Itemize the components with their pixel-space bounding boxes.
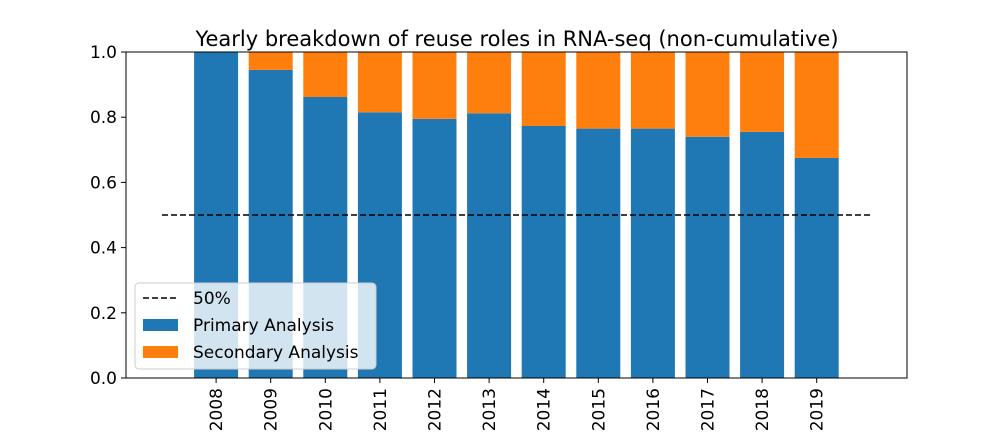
bar-primary-2019 bbox=[794, 157, 839, 378]
x-tick-label-2017: 2017 bbox=[699, 388, 719, 431]
y-tick-label: 0.6 bbox=[90, 173, 117, 193]
bar-secondary-2018 bbox=[740, 52, 785, 132]
x-tick-label-2015: 2015 bbox=[589, 388, 609, 431]
bar-primary-2015 bbox=[576, 128, 621, 378]
bar-primary-2014 bbox=[521, 126, 566, 378]
legend-entry-primary-label: Primary Analysis bbox=[193, 316, 334, 336]
legend: 50% Primary Analysis Secondary Analysis bbox=[134, 282, 377, 370]
y-tick-label: 0.0 bbox=[90, 369, 117, 389]
x-tick-label-2010: 2010 bbox=[316, 388, 336, 431]
bar-primary-2013 bbox=[467, 113, 512, 378]
legend-entry-primary-swatch bbox=[143, 319, 178, 331]
bar-primary-2016 bbox=[630, 128, 675, 378]
bar-secondary-2013 bbox=[467, 52, 512, 114]
plot-frame bbox=[125, 51, 908, 379]
x-tick-label-2016: 2016 bbox=[644, 388, 664, 431]
x-tick-label-2019: 2019 bbox=[808, 388, 828, 431]
y-tick-label: 0.8 bbox=[90, 108, 117, 128]
chart-title: Yearly breakdown of reuse roles in RNA-s… bbox=[194, 27, 838, 51]
legend-box bbox=[134, 282, 377, 370]
y-tick-label: 0.2 bbox=[90, 304, 117, 324]
bar-primary-2017 bbox=[685, 136, 730, 378]
x-tick-label-2013: 2013 bbox=[480, 388, 500, 431]
x-tick-label-2009: 2009 bbox=[262, 388, 282, 431]
bar-secondary-2017 bbox=[685, 52, 730, 137]
bar-secondary-2010 bbox=[303, 52, 348, 97]
x-axis: 2008 2009 2010 2011 2012 2013 2014 2015 2016 2017… bbox=[207, 378, 828, 431]
legend-entry-secondary-swatch bbox=[143, 346, 178, 358]
bar-primary-2018 bbox=[740, 131, 785, 378]
bar-secondary-2014 bbox=[521, 52, 566, 126]
y-axis: 0.0 0.2 0.4 0.6 0.8 1.0 bbox=[90, 43, 126, 389]
x-tick-label-2018: 2018 bbox=[753, 388, 773, 431]
bar-secondary-2015 bbox=[576, 52, 621, 129]
bar-secondary-2009 bbox=[248, 52, 293, 70]
bar-secondary-2011 bbox=[357, 52, 402, 113]
x-tick-label-2012: 2012 bbox=[426, 388, 446, 431]
bar-secondary-2019 bbox=[794, 52, 839, 158]
legend-entry-secondary-label: Secondary Analysis bbox=[193, 343, 359, 363]
x-tick-label-2014: 2014 bbox=[535, 388, 555, 431]
bar-secondary-2012 bbox=[412, 52, 457, 119]
y-tick-label: 1.0 bbox=[90, 43, 117, 63]
x-tick-label-2011: 2011 bbox=[371, 388, 391, 431]
legend-entry-50-label: 50% bbox=[193, 289, 231, 309]
bar-secondary-2016 bbox=[630, 52, 675, 129]
bars-group bbox=[194, 52, 839, 379]
y-tick-label: 0.4 bbox=[90, 239, 117, 259]
bar-primary-2012 bbox=[412, 118, 457, 378]
x-tick-label-2008: 2008 bbox=[207, 388, 227, 431]
